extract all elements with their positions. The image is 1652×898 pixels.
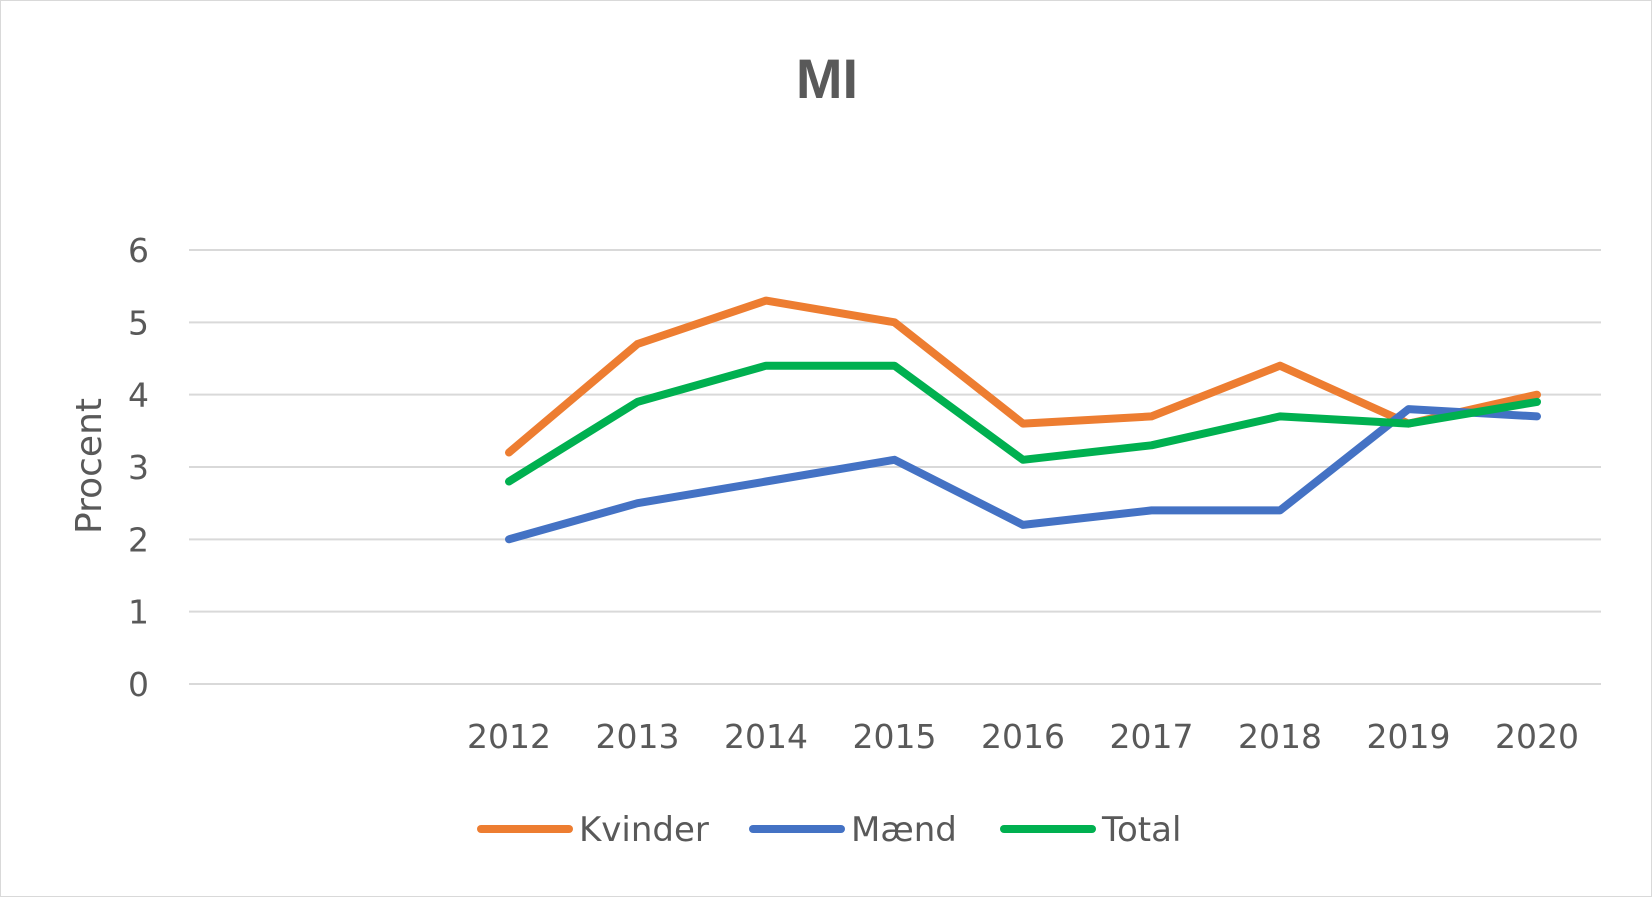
legend-item-mænd: Mænd (749, 810, 957, 850)
legend: Kvinder Mænd Total (477, 810, 1181, 850)
x-tick-label: 2012 (467, 717, 551, 756)
series-line-mænd (505, 405, 1541, 544)
x-tick-label: 2017 (1110, 717, 1194, 756)
y-tick-label: 4 (128, 376, 149, 415)
x-tick-label: 2018 (1238, 717, 1322, 756)
series-line-kvinder (505, 296, 1541, 457)
legend-item-kvinder: Kvinder (477, 810, 709, 850)
y-tick-label: 0 (128, 665, 149, 704)
y-tick-label: 2 (128, 520, 149, 559)
y-tick-label: 6 (128, 231, 149, 270)
x-tick-label: 2016 (981, 717, 1065, 756)
y-tick-label: 1 (128, 593, 149, 632)
x-tick-label: 2020 (1495, 717, 1579, 756)
x-tick-label: 2015 (853, 717, 937, 756)
x-tick-label: 2014 (724, 717, 808, 756)
gridlines (189, 249, 1601, 685)
x-tick-label: 2013 (596, 717, 680, 756)
legend-label: Kvinder (579, 810, 709, 850)
y-tick-label: 5 (128, 303, 149, 342)
y-axis-label: Procent (69, 398, 110, 534)
y-tick-label: 3 (128, 448, 149, 487)
legend-label: Total (1101, 810, 1181, 850)
series-lines (505, 296, 1541, 544)
x-tick-label: 2019 (1367, 717, 1451, 756)
chart-title: MI (796, 47, 858, 110)
legend-item-total: Total (1000, 810, 1181, 850)
series-line-total (505, 361, 1541, 486)
y-axis-ticks: 0 1 2 3 4 5 6 (128, 231, 149, 704)
x-axis-ticks: 2012 2013 2014 2015 2016 2017 2018 2019 2020 (467, 717, 1579, 756)
legend-label: Mænd (851, 810, 957, 850)
